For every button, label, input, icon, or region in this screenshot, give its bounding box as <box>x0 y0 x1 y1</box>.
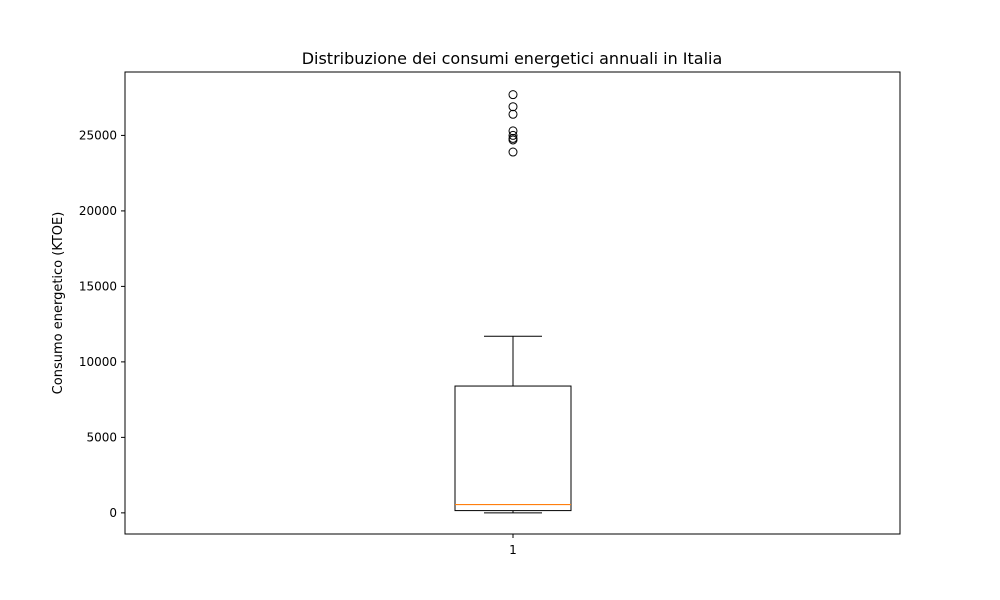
plot-area-frame <box>124 71 901 535</box>
y-tick-label: 10000 <box>79 355 117 369</box>
x-tick-label: 1 <box>509 543 517 557</box>
outlier-point <box>508 102 518 112</box>
y-tick-label: 15000 <box>79 279 117 293</box>
y-tick-label: 20000 <box>79 204 117 218</box>
y-tick-label: 0 <box>109 506 117 520</box>
outlier-point <box>508 147 518 157</box>
outlier-point <box>508 90 518 100</box>
boxplot-group <box>454 90 572 514</box>
y-axis-label: Consumo energetico (KTOE) <box>51 212 66 395</box>
x-axis: 1 <box>509 534 517 557</box>
y-tick-label: 5000 <box>86 430 117 444</box>
interquartile-box <box>454 385 572 512</box>
outlier-point <box>508 109 518 119</box>
y-axis: 0 5000 10000 15000 20000 25000 <box>79 128 125 520</box>
outlier-point <box>508 130 518 140</box>
y-tick-label: 25000 <box>79 128 117 142</box>
chart-title: Distribuzione dei consumi energetici ann… <box>302 49 723 68</box>
outlier-point <box>508 126 518 136</box>
